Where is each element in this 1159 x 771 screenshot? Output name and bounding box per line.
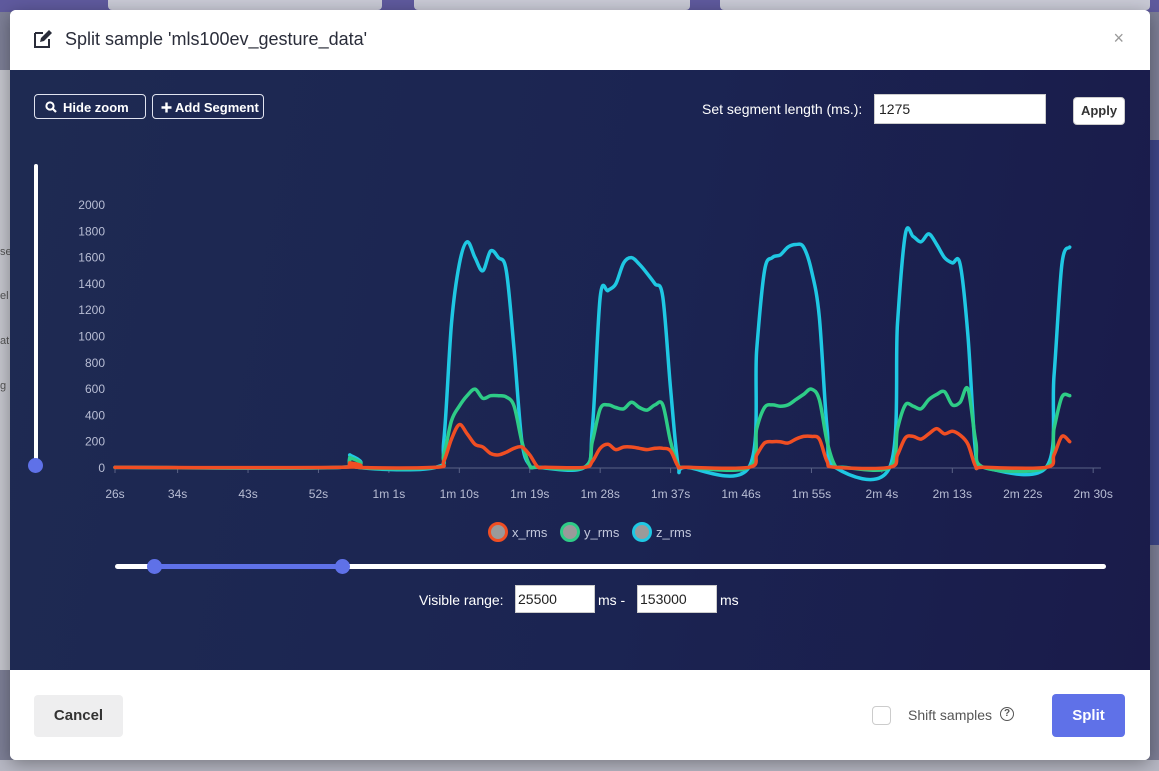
shift-samples-checkbox[interactable] — [872, 706, 891, 725]
y-tick-label: 600 — [85, 382, 105, 396]
modal-footer: Cancel Shift samples ? Split — [10, 670, 1150, 760]
range-slider-end-handle[interactable] — [335, 559, 351, 574]
x-tick-label: 1m 19s — [510, 487, 549, 501]
y-zoom-slider-track[interactable] — [34, 164, 38, 467]
close-button[interactable]: × — [1113, 28, 1124, 48]
legend-label: x_rms — [512, 525, 548, 540]
modal-header: Split sample 'mls100ev_gesture_data' × — [10, 10, 1150, 70]
edit-icon — [34, 30, 52, 48]
y-tick-label: 800 — [85, 356, 105, 370]
legend-swatch — [488, 522, 508, 542]
x-tick-label: 1m 37s — [651, 487, 690, 501]
y-tick-label: 400 — [85, 408, 105, 422]
x-tick-label: 2m 22s — [1003, 487, 1042, 501]
segment-length-label: Set segment length (ms.): — [702, 101, 863, 117]
range-slider-start-handle[interactable] — [147, 559, 163, 574]
split-button[interactable]: Split — [1052, 694, 1125, 737]
y-tick-label: 1600 — [78, 251, 105, 265]
legend-swatch — [560, 522, 580, 542]
y-zoom-slider-handle[interactable] — [28, 458, 43, 473]
hide-zoom-button[interactable]: Hide zoom — [34, 94, 146, 119]
hide-zoom-label: Hide zoom — [63, 100, 129, 115]
search-icon — [45, 101, 57, 113]
x-tick-label: 2m 4s — [866, 487, 899, 501]
range-slider-track[interactable] — [115, 564, 1106, 569]
range-start-input[interactable] — [515, 585, 595, 613]
legend-swatch — [632, 522, 652, 542]
background-text: g — [0, 380, 7, 392]
series-line-z-rms — [113, 226, 1072, 482]
y-tick-label: 1000 — [78, 330, 105, 344]
y-tick-label: 2000 — [78, 198, 105, 212]
background-text: el — [0, 290, 9, 302]
x-tick-label: 43s — [238, 487, 257, 501]
x-tick-label: 1m 46s — [721, 487, 760, 501]
background-text: at — [0, 335, 10, 347]
x-tick-label: 26s — [105, 487, 124, 501]
x-tick-label: 1m 28s — [580, 487, 619, 501]
series-line-x-rms — [113, 422, 1072, 471]
background-card — [720, 0, 1150, 10]
x-tick-label: 1m 10s — [440, 487, 479, 501]
x-tick-label: 1m 1s — [373, 487, 406, 501]
add-segment-label: Add Segment — [175, 100, 259, 115]
segment-length-input[interactable] — [874, 94, 1046, 124]
legend-label: z_rms — [656, 525, 692, 540]
background-card — [108, 0, 382, 10]
y-tick-label: 0 — [98, 461, 105, 475]
range-end-input[interactable] — [637, 585, 717, 613]
modal-title: Split sample 'mls100ev_gesture_data' — [65, 29, 368, 49]
background-sidebar: se el at g — [0, 70, 10, 670]
help-icon[interactable]: ? — [1000, 707, 1014, 721]
x-tick-label: 2m 13s — [933, 487, 972, 501]
add-segment-button[interactable]: Add Segment — [152, 94, 264, 119]
visible-range-label: Visible range: — [419, 592, 504, 608]
cancel-button[interactable]: Cancel — [34, 695, 123, 737]
x-tick-label: 2m 30s — [1073, 487, 1112, 501]
split-sample-modal: Split sample 'mls100ev_gesture_data' × H… — [10, 10, 1150, 760]
sensor-chart: 0 200 400 600 800 1000 1200 1400 1600 1800 2000 26s… — [78, 198, 1113, 501]
y-tick-label: 200 — [85, 435, 105, 449]
legend-label: y_rms — [584, 525, 620, 540]
x-tick-label: 52s — [309, 487, 328, 501]
background-footer — [0, 760, 1159, 771]
background-panel — [1149, 140, 1159, 545]
range-separator: ms - — [598, 592, 626, 608]
split-editor: Hide zoom Add Segment Set segment length… — [10, 70, 1150, 670]
x-tick-label: 34s — [168, 487, 187, 501]
background-text: se — [0, 246, 10, 258]
apply-button[interactable]: Apply — [1073, 97, 1125, 125]
range-slider-selection — [154, 564, 343, 569]
shift-samples-label: Shift samples — [908, 707, 993, 723]
y-tick-label: 1200 — [78, 303, 105, 317]
plus-icon — [161, 102, 172, 113]
background-card — [414, 0, 690, 10]
x-tick-label: 1m 55s — [792, 487, 831, 501]
y-tick-label: 1400 — [78, 277, 105, 291]
y-tick-label: 1800 — [78, 224, 105, 238]
range-unit: ms — [720, 592, 739, 608]
